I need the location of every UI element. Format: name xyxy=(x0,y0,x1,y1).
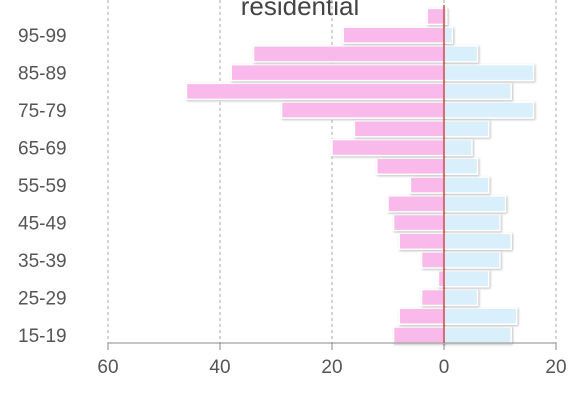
bar xyxy=(443,138,473,157)
bar xyxy=(426,7,445,26)
y-tick-label: 35-39 xyxy=(18,251,67,272)
x-tick-label: 20 xyxy=(545,357,566,378)
chart-title: residential xyxy=(241,0,360,21)
bar xyxy=(353,120,445,138)
bar xyxy=(376,157,445,176)
bar xyxy=(342,26,445,44)
bar xyxy=(420,251,445,269)
bar xyxy=(392,326,445,344)
bar xyxy=(443,101,535,119)
y-tick-label: 95-99 xyxy=(18,26,67,47)
bar xyxy=(252,45,445,63)
bar xyxy=(443,288,479,307)
y-tick-label: 45-49 xyxy=(18,214,67,235)
y-tick-label: 15-19 xyxy=(18,326,67,347)
bar xyxy=(420,288,445,307)
bar xyxy=(331,138,445,157)
bar xyxy=(230,63,445,82)
x-tick-label: 60 xyxy=(97,357,118,378)
bar xyxy=(443,270,490,288)
bar xyxy=(443,251,501,269)
bar xyxy=(443,195,507,213)
bar xyxy=(443,157,479,176)
bar xyxy=(398,232,445,251)
y-tick-label: 85-89 xyxy=(18,64,67,85)
x-tick-label: 0 xyxy=(439,357,450,378)
bar xyxy=(392,213,445,232)
bar xyxy=(443,26,454,44)
bar xyxy=(443,120,490,138)
bar xyxy=(280,101,445,119)
bar xyxy=(387,195,445,213)
y-tick-label: 75-79 xyxy=(18,101,67,122)
bar xyxy=(437,270,445,288)
x-tick-label: 20 xyxy=(321,357,342,378)
y-tick-label: 55-59 xyxy=(18,176,67,197)
bar xyxy=(443,82,512,101)
y-tick-label: 25-29 xyxy=(18,289,67,310)
bar xyxy=(443,232,512,251)
bar xyxy=(443,326,512,344)
bar xyxy=(443,307,518,326)
bar xyxy=(443,45,479,63)
x-tick-label: 40 xyxy=(209,357,230,378)
y-tick-label: 65-69 xyxy=(18,139,67,160)
bar xyxy=(443,213,501,232)
bar xyxy=(398,307,445,326)
bar xyxy=(443,176,490,194)
bar xyxy=(409,176,445,194)
bar xyxy=(443,63,535,82)
bar xyxy=(185,82,445,101)
